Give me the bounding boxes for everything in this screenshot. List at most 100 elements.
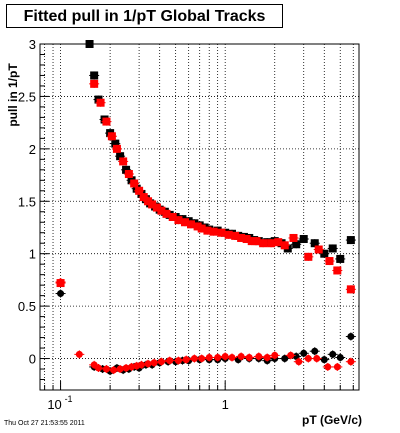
data-point-circle <box>281 355 289 363</box>
y-tick-label: 2.5 <box>18 89 36 104</box>
data-point-square <box>144 197 153 206</box>
data-point-circle <box>122 364 130 372</box>
data-point-square <box>304 252 313 261</box>
data-point-square <box>193 222 202 231</box>
data-point-circle <box>182 356 190 364</box>
data-point-square <box>124 170 133 179</box>
data-point-square <box>85 40 94 48</box>
data-point-circle <box>304 355 312 363</box>
data-point-square <box>320 249 329 258</box>
data-point-circle <box>333 363 341 371</box>
data-point-square <box>289 233 298 242</box>
data-point-square <box>168 213 177 221</box>
data-point-square <box>90 71 99 80</box>
data-point-circle <box>313 355 321 363</box>
x-tick-label-exponent: -1 <box>65 394 73 404</box>
data-point-square <box>203 226 212 235</box>
data-point-square <box>197 224 206 233</box>
data-point-square <box>242 235 251 244</box>
x-tick-label: 1 <box>222 397 229 412</box>
data-point-square <box>187 220 196 229</box>
data-point-circle <box>295 358 303 366</box>
y-tick-label: 0 <box>29 352 36 367</box>
data-point-circle <box>271 351 279 359</box>
data-point-square <box>267 239 276 248</box>
data-marks <box>55 40 356 376</box>
data-point-circle <box>75 350 83 358</box>
data-point-circle <box>214 353 222 361</box>
data-point-circle <box>57 278 65 286</box>
data-point-square <box>148 200 157 209</box>
data-point-square <box>157 206 166 215</box>
data-point-square <box>180 218 189 227</box>
data-point-square <box>107 132 116 141</box>
data-point-square <box>346 236 355 245</box>
chart-title: Fitted pull in 1/pT Global Tracks <box>23 8 266 25</box>
y-axis-title: pull in 1/pT <box>6 63 20 127</box>
data-point-circle <box>150 359 158 367</box>
data-point-circle <box>320 356 328 364</box>
data-point-square <box>111 139 120 148</box>
data-point-circle <box>205 353 213 361</box>
data-point-square <box>314 245 323 254</box>
data-point-circle <box>263 353 271 361</box>
data-point-circle <box>198 355 206 363</box>
data-point-square <box>96 98 105 107</box>
axes <box>39 43 360 391</box>
y-tick-label: 1.5 <box>18 194 36 209</box>
data-point-square <box>135 186 144 195</box>
data-point-circle <box>287 351 295 359</box>
y-tick-label: 1 <box>29 247 36 262</box>
data-point-square <box>90 79 99 88</box>
data-point-circle <box>95 364 103 372</box>
data-point-square <box>174 216 183 225</box>
data-point-circle <box>166 357 174 365</box>
data-point-square <box>280 241 289 250</box>
data-point-circle <box>255 352 263 360</box>
data-point-circle <box>329 350 337 358</box>
chart-title-box: Fitted pull in 1/pT Global Tracks <box>6 4 283 28</box>
data-point-square <box>328 244 337 253</box>
data-point-circle <box>292 352 300 360</box>
data-point-circle <box>347 358 355 366</box>
data-point-circle <box>137 361 145 369</box>
data-point-square <box>292 240 301 249</box>
data-point-square <box>116 152 125 161</box>
data-point-square <box>139 193 148 202</box>
data-point-circle <box>336 353 344 361</box>
data-point-square <box>102 117 111 126</box>
data-point-circle <box>174 357 182 365</box>
data-point-square <box>274 238 283 247</box>
timestamp: Thu Oct 27 21:53:55 2011 <box>4 420 85 427</box>
data-point-circle <box>324 363 332 371</box>
data-point-square <box>299 235 308 244</box>
data-point-circle <box>190 355 198 363</box>
data-point-circle <box>116 365 124 373</box>
data-point-square <box>130 179 139 188</box>
data-point-circle <box>110 366 118 374</box>
data-point-square <box>152 203 161 212</box>
data-point-circle <box>228 353 236 361</box>
data-point-circle <box>157 358 165 366</box>
y-tick-label: 3 <box>29 37 36 52</box>
data-point-circle <box>57 290 65 298</box>
data-point-square <box>346 285 355 294</box>
y-tick-label: 2 <box>29 142 36 157</box>
tick-labels: 0 0.5 1 1.5 2 2.5 3 10 -1 1 <box>18 37 229 412</box>
data-point-square <box>333 266 342 275</box>
data-point-square <box>162 209 171 218</box>
x-axis-title: pT (GeV/c) <box>301 413 362 427</box>
data-point-square <box>122 165 131 174</box>
data-point-square <box>259 239 268 248</box>
data-point-square <box>231 231 240 240</box>
data-point-square <box>325 257 334 266</box>
data-point-square <box>119 157 128 166</box>
data-point-circle <box>144 360 152 368</box>
data-point-circle <box>237 352 245 360</box>
x-tick-label: 10 <box>47 397 61 412</box>
y-tick-label: 0.5 <box>18 299 36 314</box>
data-point-circle <box>300 349 308 357</box>
data-point-square <box>209 227 218 236</box>
grid-lines <box>40 43 359 390</box>
